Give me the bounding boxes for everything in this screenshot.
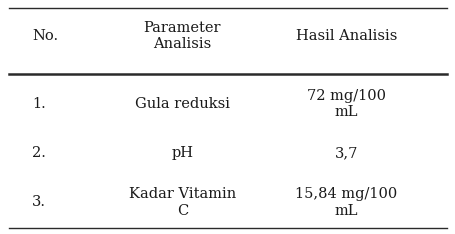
Text: 2.: 2. — [32, 146, 46, 160]
Text: No.: No. — [32, 29, 58, 43]
Text: Gula reduksi: Gula reduksi — [135, 97, 229, 111]
Text: pH: pH — [171, 146, 193, 160]
Text: Parameter
Analisis: Parameter Analisis — [143, 21, 221, 51]
Text: 72 mg/100
mL: 72 mg/100 mL — [306, 89, 385, 119]
Text: 3.: 3. — [32, 195, 46, 209]
Text: Kadar Vitamin
C: Kadar Vitamin C — [128, 187, 236, 218]
Text: 3,7: 3,7 — [334, 146, 358, 160]
Text: 15,84 mg/100
mL: 15,84 mg/100 mL — [295, 187, 397, 218]
Text: Hasil Analisis: Hasil Analisis — [295, 29, 396, 43]
Text: 1.: 1. — [32, 97, 46, 111]
